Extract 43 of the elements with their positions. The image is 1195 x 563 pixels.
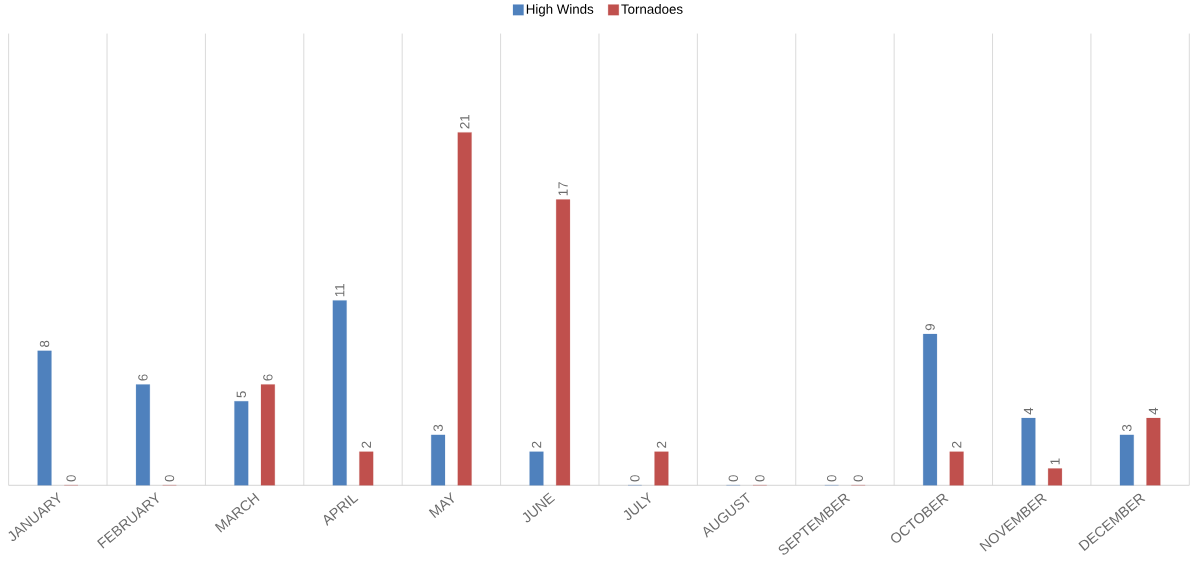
bar	[1021, 418, 1036, 486]
data-label: 4	[1148, 407, 1158, 415]
bar	[431, 434, 446, 486]
data-label: 0	[66, 475, 76, 482]
data-label: 2	[656, 441, 667, 448]
data-label: 0	[728, 475, 738, 482]
data-label: 21	[460, 115, 470, 129]
bar	[949, 451, 964, 486]
legend-label: High Winds	[526, 4, 594, 17]
data-label: 0	[853, 475, 863, 482]
data-label: 8	[39, 340, 50, 348]
bar	[1146, 418, 1161, 486]
bar	[234, 401, 249, 486]
data-label: 3	[1122, 424, 1132, 432]
bar	[135, 384, 150, 486]
legend-label: Tornadoes	[621, 4, 683, 15]
data-label: 4	[1023, 407, 1034, 415]
data-label: 2	[951, 441, 962, 448]
bar	[457, 132, 472, 486]
bar	[359, 451, 374, 486]
bar	[923, 334, 938, 486]
data-label: 0	[755, 475, 765, 482]
data-label: 3	[433, 424, 443, 432]
data-label: 0	[826, 475, 837, 482]
bar	[37, 350, 52, 486]
data-label: 1	[1050, 458, 1060, 465]
data-label: 0	[630, 475, 640, 482]
data-label: 11	[335, 284, 345, 297]
bar	[529, 451, 544, 486]
data-label: 9	[925, 324, 935, 331]
data-label: 6	[138, 374, 148, 381]
bar	[332, 300, 347, 486]
data-label: 2	[361, 441, 371, 448]
data-label: 0	[164, 475, 175, 482]
data-label: 6	[263, 374, 273, 381]
bar	[1119, 434, 1134, 486]
bar	[260, 384, 275, 486]
data-label: 5	[236, 391, 246, 398]
data-label: 17	[558, 182, 568, 196]
data-label: 2	[531, 441, 542, 448]
bar	[556, 199, 571, 486]
bar	[654, 451, 669, 486]
bar	[1048, 468, 1063, 486]
